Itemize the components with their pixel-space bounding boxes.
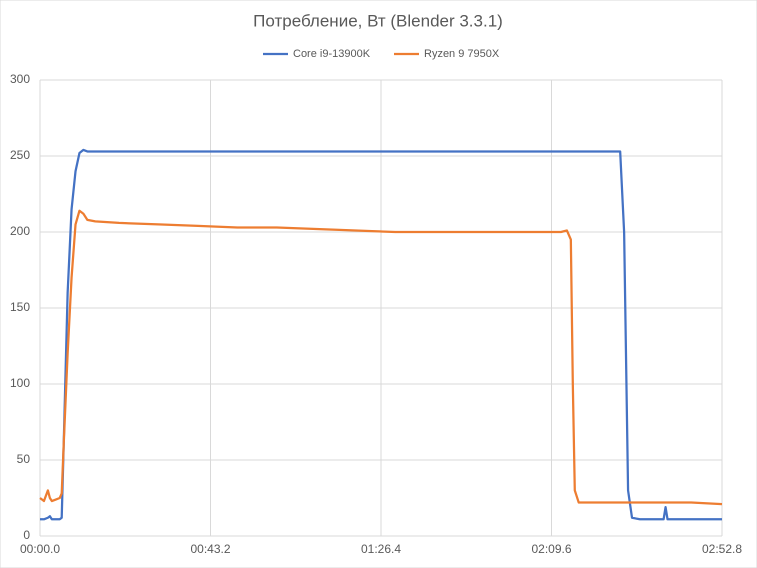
- y-tick-label: 100: [10, 376, 30, 390]
- y-tick-label: 200: [10, 224, 30, 238]
- y-tick-label: 150: [10, 300, 30, 314]
- x-tick-label: 02:09.6: [531, 542, 571, 556]
- x-tick-label: 02:52.8: [702, 542, 742, 556]
- legend-label: Ryzen 9 7950X: [424, 48, 500, 60]
- y-tick-label: 0: [23, 528, 30, 542]
- chart-title: Потребление, Вт (Blender 3.3.1): [253, 11, 503, 30]
- x-tick-label: 00:43.2: [190, 542, 230, 556]
- y-tick-label: 300: [10, 72, 30, 86]
- x-tick-label: 01:26.4: [361, 542, 401, 556]
- legend-label: Core i9-13900K: [293, 48, 371, 60]
- series-line: [39, 209, 723, 506]
- y-tick-label: 250: [10, 148, 30, 162]
- x-tick-label: 00:00.0: [20, 542, 60, 556]
- y-tick-label: 50: [17, 452, 31, 466]
